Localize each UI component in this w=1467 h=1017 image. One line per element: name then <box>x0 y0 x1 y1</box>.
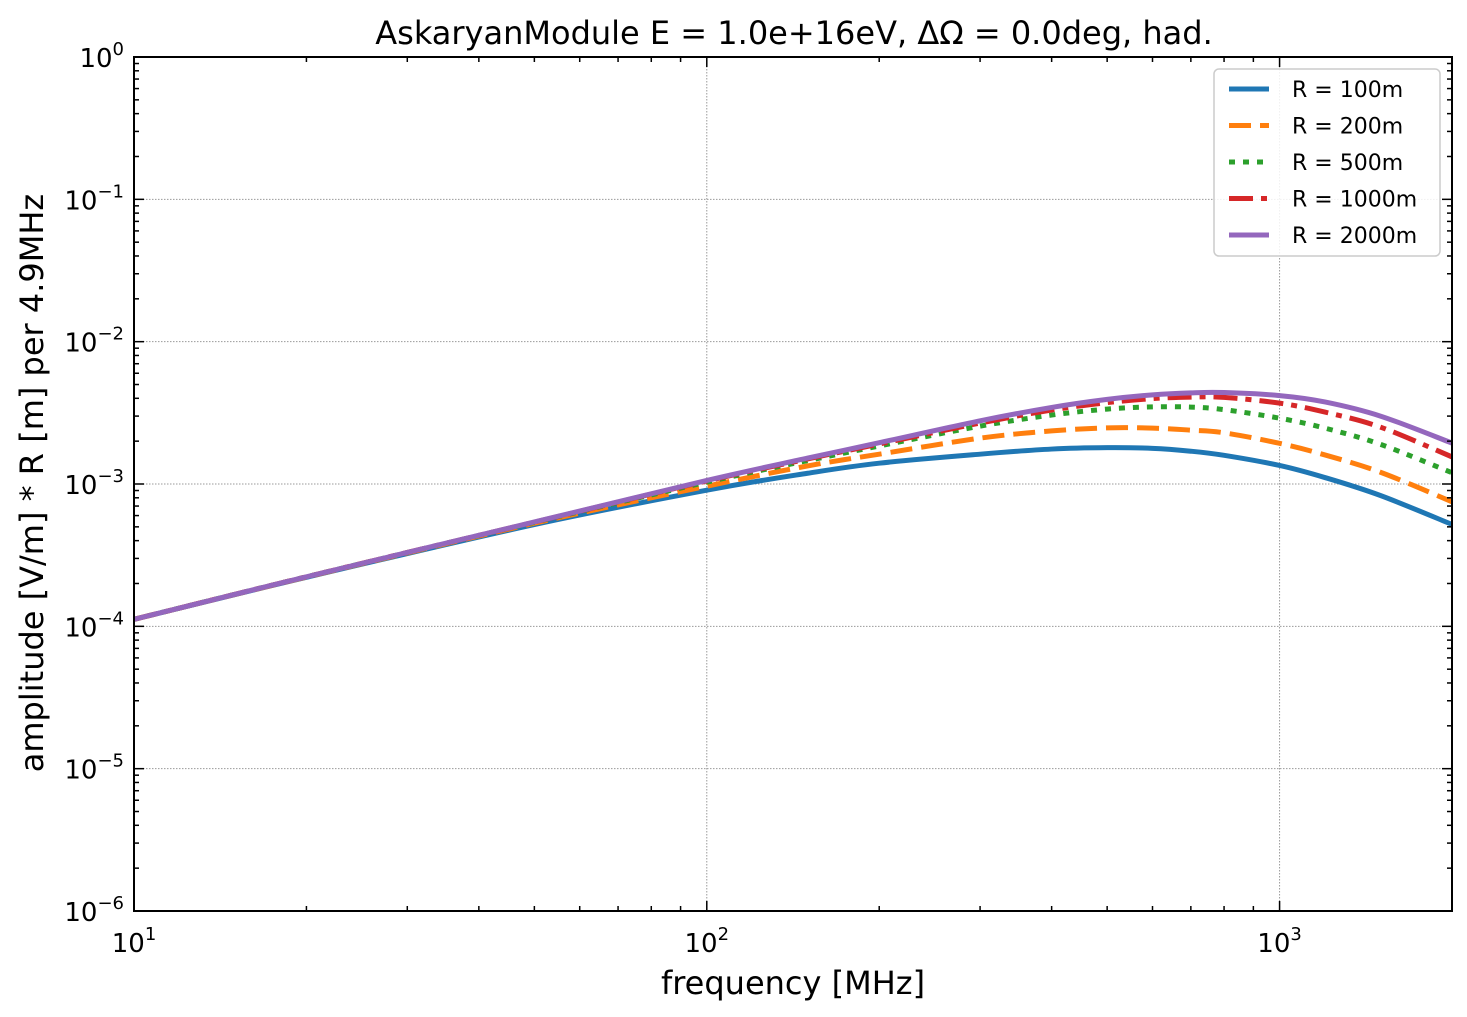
series-line-2 <box>134 425 1452 622</box>
y-tick-label: 10−2 <box>64 324 124 359</box>
x-axis-ticks: 101 102 103 <box>112 57 1453 959</box>
x-tick-label: 103 <box>1257 924 1302 959</box>
legend: R = 100m R = 200m R = 500m R = 1000m R = 200… <box>1213 68 1441 257</box>
series-line-5 <box>134 389 1452 622</box>
legend-label: R = 1000m <box>1292 188 1417 213</box>
chart-title: AskaryanModule E = 1.0e+16eV, ΔΩ = 0.0de… <box>375 14 1212 52</box>
y-tick-label: 10−6 <box>64 893 124 928</box>
y-axis-ticks: 10−6 10−5 10−4 10−3 10−2 10−1 100 <box>64 39 1452 928</box>
y-tick-label: 100 <box>79 39 124 74</box>
plot-area <box>134 389 1452 622</box>
x-tick-label: 102 <box>685 924 730 959</box>
y-tick-label: 10−4 <box>64 608 124 643</box>
y-tick-label: 10−5 <box>64 751 124 786</box>
y-tick-label: 10−3 <box>64 466 124 501</box>
y-tick-label: 10−1 <box>64 181 124 216</box>
legend-label: R = 200m <box>1292 115 1403 140</box>
legend-label: R = 2000m <box>1292 224 1417 249</box>
legend-label: R = 100m <box>1292 78 1403 103</box>
legend-box <box>1213 68 1441 257</box>
y-axis-label: amplitude [V/m] * R [m] per 4.9MHz <box>13 194 51 772</box>
legend-label: R = 500m <box>1292 151 1403 176</box>
x-tick-label: 101 <box>112 924 157 959</box>
x-axis-label: frequency [MHz] <box>661 964 925 1002</box>
